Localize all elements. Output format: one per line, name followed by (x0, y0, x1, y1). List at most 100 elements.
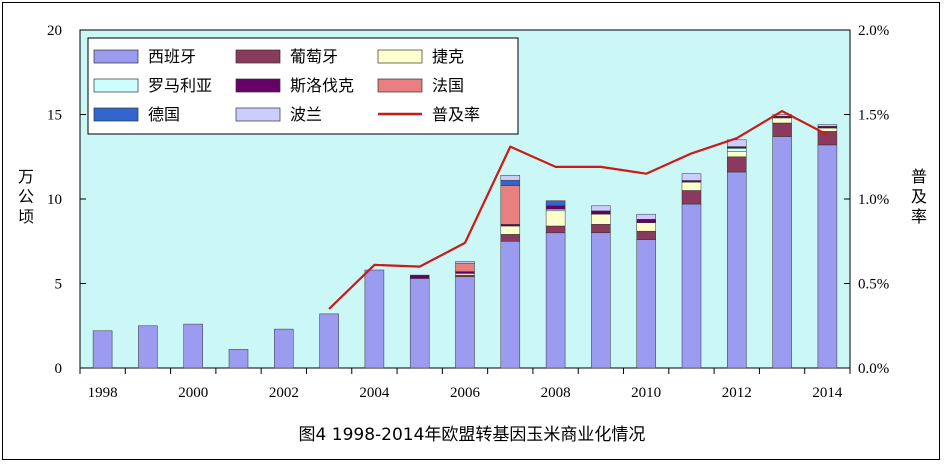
bar-2007-series-2 (500, 225, 521, 235)
bar-2009-series-0 (591, 232, 611, 369)
bar-2004-series-0 (364, 269, 385, 369)
y2-axis-title-char: 普 (911, 167, 927, 186)
bar-layer (92, 114, 838, 369)
legend-label-4: 斯洛伐克 (290, 76, 354, 95)
bar-2009-series-4 (591, 210, 611, 215)
bar-2013-series-4 (772, 115, 792, 119)
x-tick-label: 2010 (631, 385, 661, 401)
legend-label-5: 法国 (432, 76, 464, 95)
legend-swatch-5 (377, 78, 423, 93)
y2-axis-title-char: 及 (911, 187, 927, 206)
bar-2011-series-1 (681, 190, 702, 205)
bar-2012-series-3 (727, 148, 747, 152)
bar-2006-series-4 (455, 271, 475, 274)
bar-2005-series-4 (409, 274, 430, 279)
bar-2008-series-1 (545, 225, 566, 234)
bar-2007-series-0 (500, 241, 521, 369)
bar-2012-series-4 (727, 146, 747, 149)
legend-swatch-2 (377, 49, 423, 64)
y2-tick-label: 1.0% (858, 192, 889, 208)
legend-label-6: 德国 (148, 105, 180, 124)
bar-2012-series-7 (727, 139, 747, 147)
bar-1998-series-0 (92, 330, 113, 369)
legend-swatch-0 (93, 49, 139, 64)
y-axis-title-char: 公 (18, 187, 34, 206)
bar-2007-series-5 (500, 185, 521, 225)
y-axis-title-char: 万 (18, 167, 34, 186)
legend-box (87, 37, 519, 135)
bar-2006-series-7 (455, 261, 475, 264)
bar-2011-series-7 (681, 173, 702, 181)
bar-2007-series-6 (500, 180, 521, 186)
bar-2013-series-2 (772, 117, 792, 124)
legend-label-0: 西班牙 (148, 47, 196, 66)
bar-2008-series-4 (545, 205, 566, 210)
line-layer (328, 109, 828, 310)
bar-2006-series-1 (455, 274, 475, 278)
line-penetration-rate (328, 109, 828, 310)
bar-2003-series-0 (319, 313, 339, 369)
y-tick-label: 20 (47, 23, 62, 39)
bar-2002-series-0 (274, 328, 294, 369)
bar-1999-series-0 (138, 325, 158, 369)
bar-2014-series-0 (817, 144, 838, 369)
legend-label-7: 波兰 (290, 105, 322, 124)
bar-2013-series-1 (772, 122, 792, 137)
y2-tick-label: 0.0% (858, 361, 889, 377)
bar-2005-series-0 (409, 278, 430, 369)
legend-label-3: 罗马利亚 (148, 76, 212, 95)
bar-2008-series-6 (545, 200, 566, 207)
x-tick-label: 2006 (450, 385, 481, 401)
x-tick-label: 2002 (269, 385, 299, 401)
bar-2000-series-0 (183, 323, 203, 369)
bar-2006-series-5 (455, 262, 475, 272)
bar-2010-series-1 (636, 230, 656, 240)
y-axis-title-char: 顷 (18, 207, 34, 226)
bar-2014-series-1 (817, 131, 838, 146)
y-tick-label: 15 (47, 108, 62, 124)
bar-2008-series-2 (545, 210, 566, 227)
bar-2010-series-2 (636, 222, 656, 232)
bar-2009-series-7 (591, 205, 611, 212)
legend-swatch-7 (235, 107, 281, 122)
y2-axis-title-char: 率 (911, 207, 927, 226)
x-tick-label: 2012 (722, 385, 752, 401)
bar-2014-series-7 (817, 124, 838, 127)
x-tick-label: 2008 (541, 385, 571, 401)
legend-label-8: 普及率 (432, 105, 480, 124)
bar-2006-series-2 (455, 273, 475, 276)
bar-2001-series-0 (228, 349, 249, 369)
bar-2007-series-1 (500, 234, 521, 242)
y2-tick-label: 0.5% (858, 277, 889, 293)
bar-2013-series-0 (772, 136, 792, 369)
bar-2011-series-0 (681, 203, 702, 369)
x-tick-label: 2014 (812, 385, 843, 401)
y2-axis-title: 普及率 (911, 167, 927, 226)
bar-2010-series-0 (636, 239, 656, 369)
bar-2009-series-2 (591, 213, 611, 225)
y-tick-label: 0 (55, 361, 63, 377)
bar-2010-series-7 (636, 213, 656, 220)
y-tick-label: 10 (47, 192, 62, 208)
y2-tick-label: 2.0% (858, 23, 889, 39)
legend-swatch-3 (93, 78, 139, 93)
bar-2009-series-1 (591, 224, 611, 233)
y-tick-label: 5 (55, 277, 63, 293)
x-tick-label: 2000 (178, 385, 208, 401)
y2-tick-label: 1.5% (858, 108, 889, 124)
bar-2006-series-0 (455, 276, 475, 369)
legend-label-2: 捷克 (432, 47, 464, 66)
legend-label-1: 葡萄牙 (290, 47, 338, 66)
legend-swatch-4 (235, 78, 281, 93)
legend-swatch-1 (235, 49, 281, 64)
bar-2010-series-4 (636, 219, 656, 223)
bar-2012-series-1 (727, 156, 747, 173)
bar-2007-series-7 (500, 175, 521, 181)
bar-2012-series-0 (727, 171, 747, 369)
bar-2012-series-2 (727, 151, 747, 158)
bar-2008-series-0 (545, 232, 566, 369)
x-tick-label: 2004 (359, 385, 390, 401)
